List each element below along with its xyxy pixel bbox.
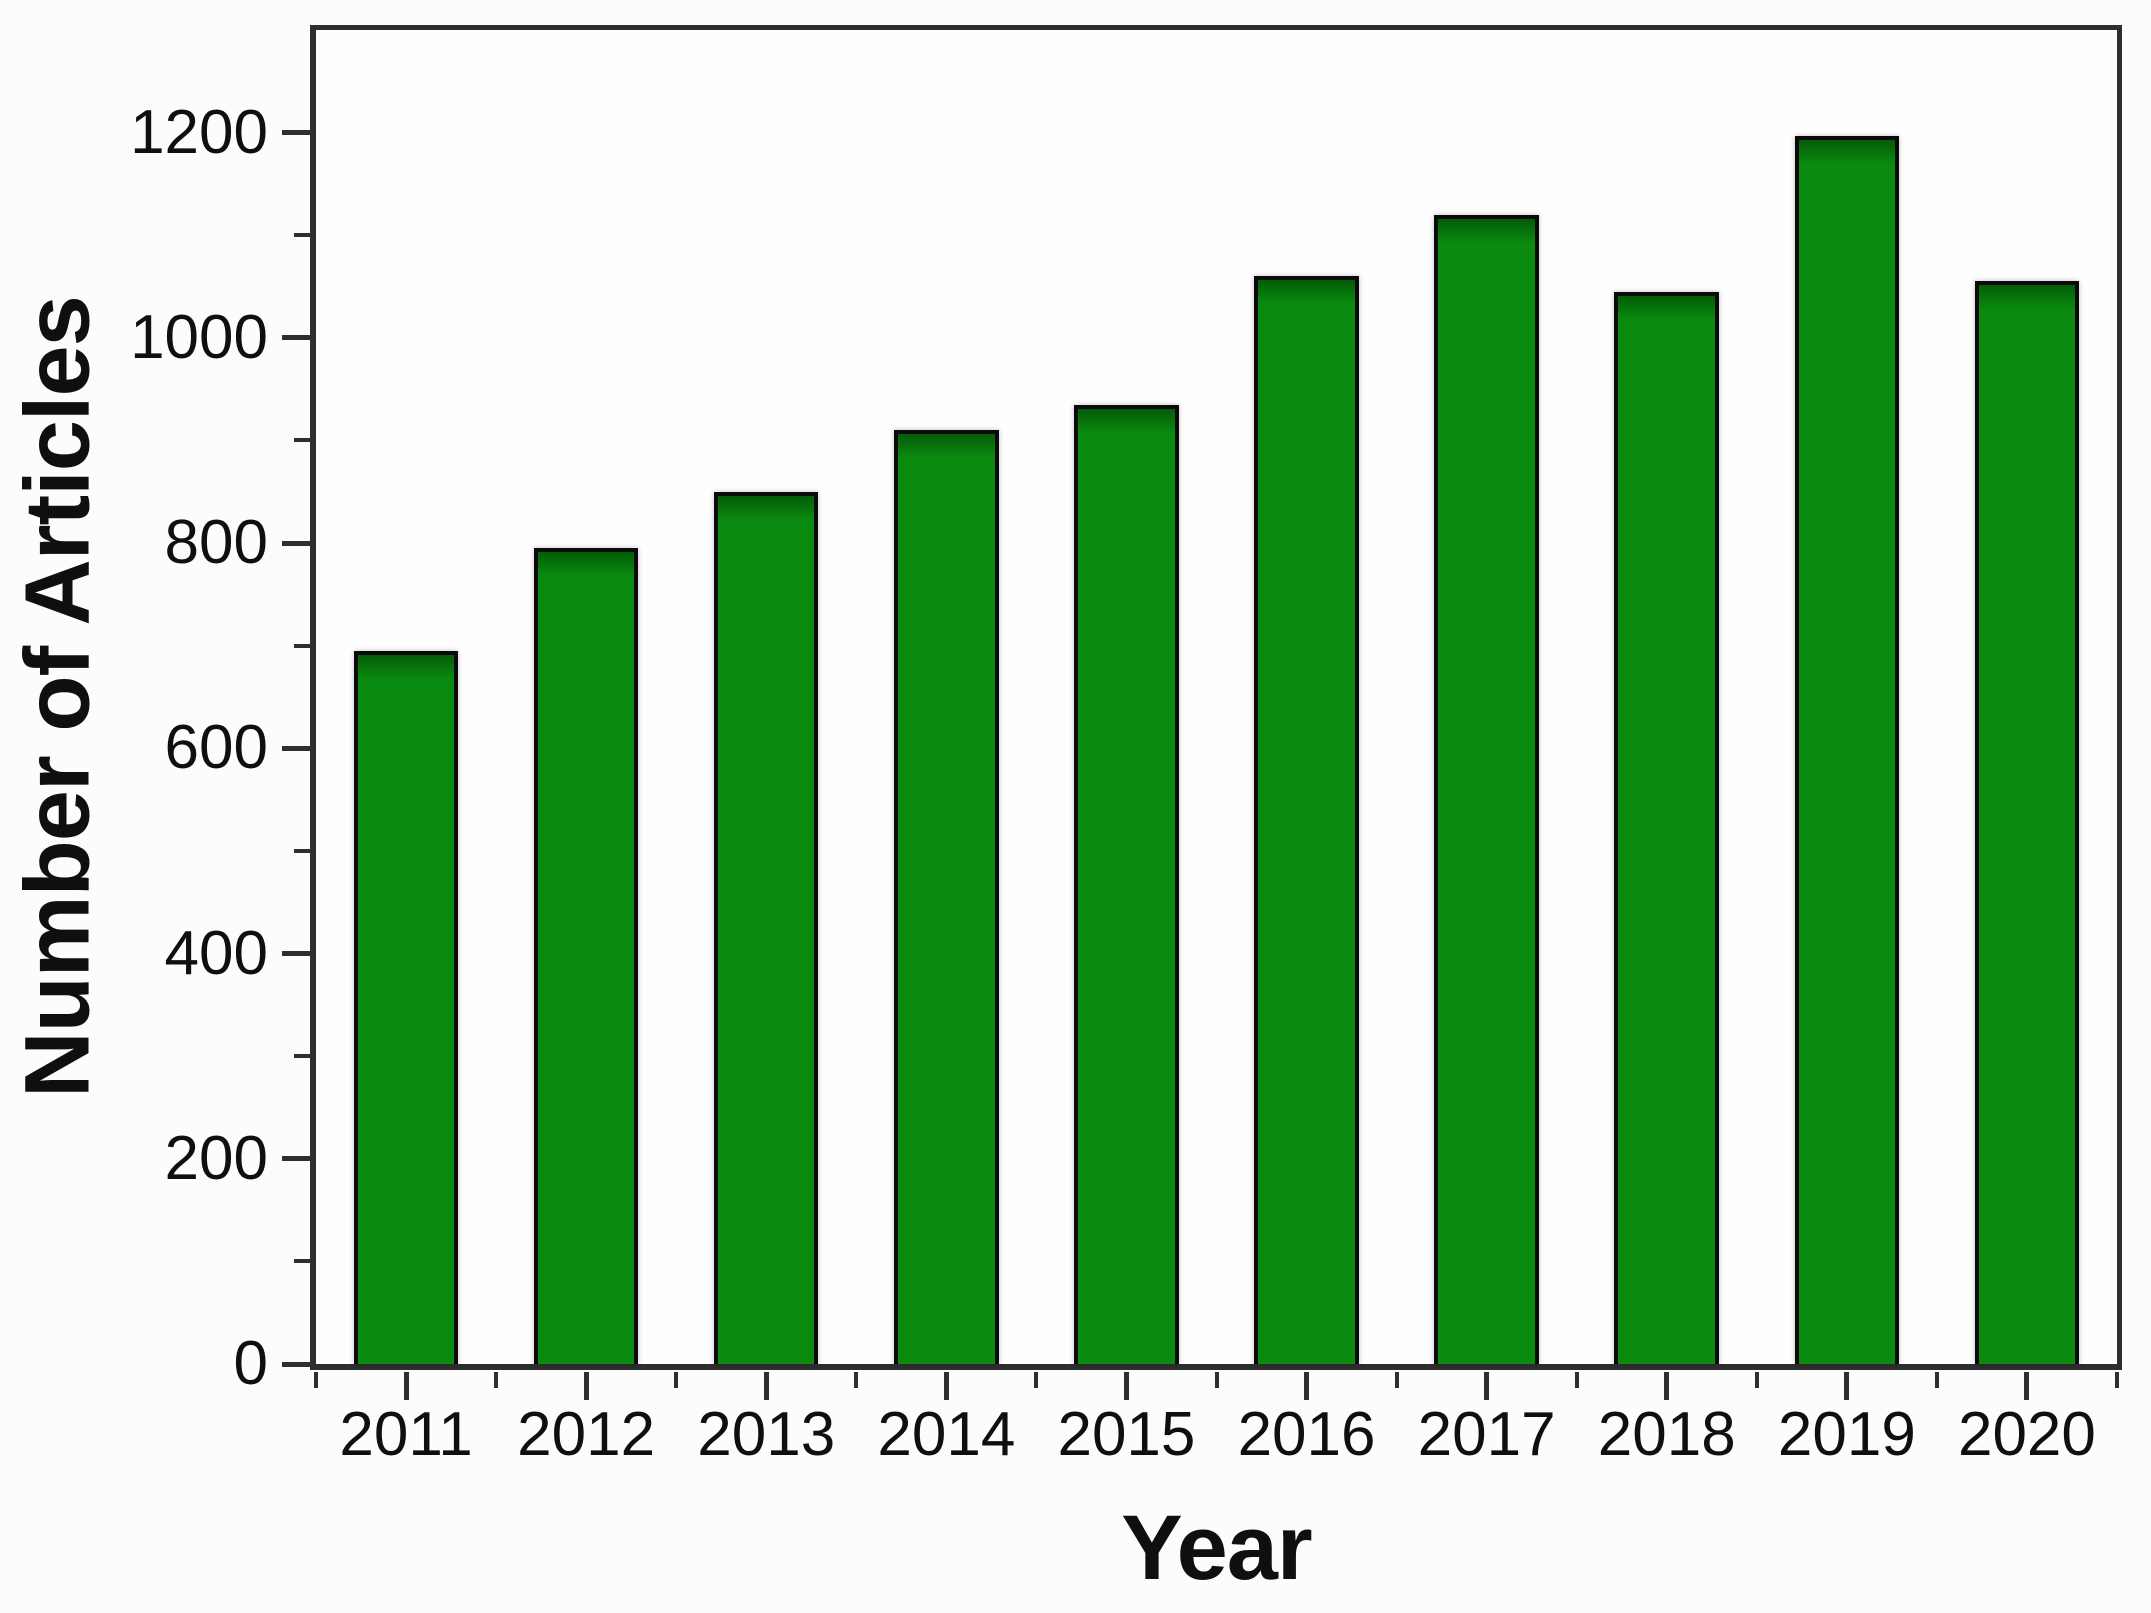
y-minor-tick xyxy=(294,1054,310,1059)
y-minor-tick xyxy=(294,848,310,853)
x-tick-label: 2018 xyxy=(1597,1400,1736,1469)
bar-slot xyxy=(316,30,496,1364)
x-minor-tick xyxy=(1214,1372,1219,1388)
x-major-tick xyxy=(1304,1372,1310,1400)
x-major-tick xyxy=(1664,1372,1670,1400)
bar-2017 xyxy=(1434,214,1539,1364)
x-minor-tick xyxy=(1394,1372,1399,1388)
x-minor-tick xyxy=(494,1372,499,1388)
bar-slot xyxy=(1937,30,2117,1364)
y-major-tick xyxy=(282,1361,310,1367)
y-tick-label: 1200 xyxy=(130,97,268,167)
x-major-tick xyxy=(763,1372,769,1400)
bar-slot xyxy=(1397,30,1577,1364)
x-axis-title: Year xyxy=(1121,1497,1312,1599)
x-minor-tick xyxy=(1934,1372,1939,1388)
bars-layer xyxy=(316,30,2117,1364)
y-major-tick xyxy=(282,130,310,136)
x-major-tick xyxy=(403,1372,409,1400)
y-major-tick xyxy=(282,1156,310,1162)
y-major-tick xyxy=(282,951,310,957)
bar-slot xyxy=(856,30,1036,1364)
x-tick-label: 2015 xyxy=(1057,1400,1196,1469)
y-tick-label: 800 xyxy=(164,508,268,578)
bar-slot xyxy=(1757,30,1937,1364)
bar-2014 xyxy=(894,430,999,1364)
x-tick-label: 2011 xyxy=(339,1400,473,1469)
x-minor-tick xyxy=(1574,1372,1579,1388)
x-minor-tick xyxy=(854,1372,859,1388)
x-major-tick xyxy=(943,1372,949,1400)
x-major-tick xyxy=(2024,1372,2030,1400)
bar-slot xyxy=(676,30,856,1364)
y-tick-label: 600 xyxy=(164,713,268,783)
bar-2016 xyxy=(1254,276,1359,1364)
y-tick-label: 0 xyxy=(233,1329,268,1398)
x-minor-tick xyxy=(1754,1372,1759,1388)
y-minor-tick xyxy=(294,643,310,648)
x-minor-tick xyxy=(314,1372,318,1388)
y-major-tick xyxy=(282,335,310,341)
y-tick-label: 1000 xyxy=(130,302,268,372)
x-major-tick xyxy=(583,1372,589,1400)
x-tick-label: 2012 xyxy=(517,1400,656,1469)
bar-2011 xyxy=(353,650,459,1364)
bar-slot xyxy=(496,30,676,1364)
bar-2015 xyxy=(1074,404,1179,1364)
x-major-tick xyxy=(1123,1372,1129,1400)
y-minor-tick xyxy=(294,233,310,238)
y-tick-label: 200 xyxy=(164,1123,268,1193)
x-tick-label: 2013 xyxy=(697,1400,836,1469)
bar-2019 xyxy=(1794,135,1900,1364)
x-minor-tick xyxy=(1034,1372,1039,1388)
bar-2013 xyxy=(714,491,819,1364)
plot-area xyxy=(310,25,2122,1370)
x-tick-label: 2020 xyxy=(1957,1400,2096,1469)
y-major-tick xyxy=(282,745,310,751)
x-major-tick xyxy=(1844,1372,1850,1400)
y-minor-tick xyxy=(294,438,310,443)
y-minor-tick xyxy=(294,1259,310,1264)
y-tick-label: 400 xyxy=(164,918,268,988)
bar-2012 xyxy=(533,548,639,1364)
bar-slot xyxy=(1577,30,1757,1364)
x-minor-tick xyxy=(2115,1372,2119,1388)
x-tick-label: 2019 xyxy=(1777,1400,1916,1469)
x-minor-tick xyxy=(674,1372,679,1388)
x-tick-label: 2016 xyxy=(1237,1400,1376,1469)
x-major-tick xyxy=(1484,1372,1490,1400)
bar-2020 xyxy=(1974,281,2080,1364)
x-tick-label: 2017 xyxy=(1417,1400,1556,1469)
x-tick-label: 2014 xyxy=(877,1400,1016,1469)
y-major-tick xyxy=(282,540,310,546)
bar-slot xyxy=(1036,30,1216,1364)
bar-2018 xyxy=(1614,291,1719,1364)
bar-slot xyxy=(1216,30,1396,1364)
